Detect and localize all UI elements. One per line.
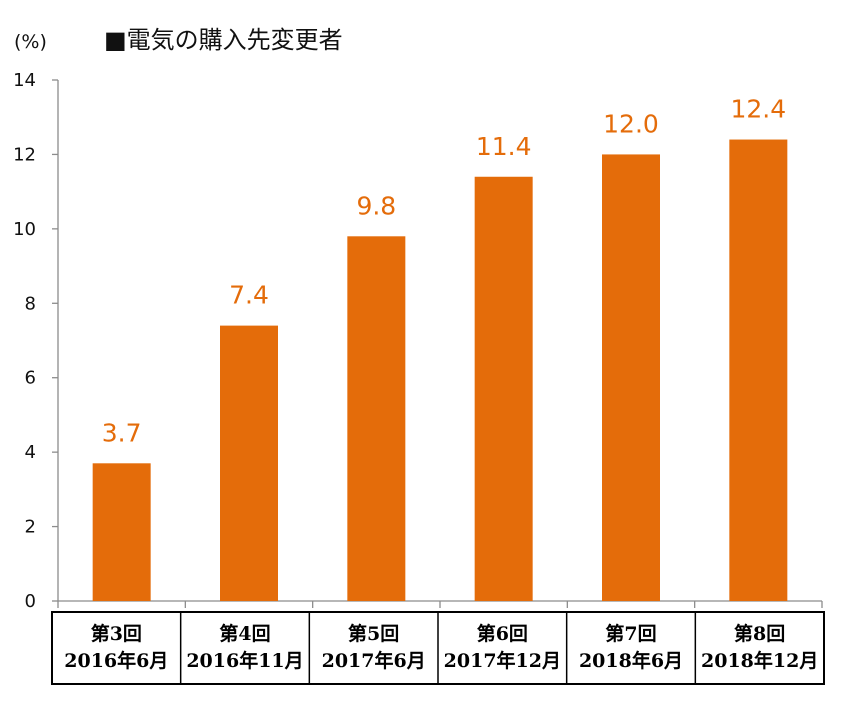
category-label-round: 第6回 [477,622,528,645]
data-label: 9.8 [356,191,396,220]
category-label-date: 2017年6月 [322,649,426,672]
category-table: 第3回 2016年6月 第4回 2016年11月 第5回 2017年6月 第6回 2017年1… [51,611,825,685]
y-tick-label: 6 [25,368,36,389]
y-axis-unit-label: (%) [14,31,47,53]
y-tick-label: 8 [25,293,36,314]
category-label-round: 第3回 [91,622,142,645]
plot-area: 0 2 4 6 8 10 12 14 3.7 7.4 9.8 11.4 12.0 12.4 [13,70,823,612]
category-label-date: 2016年11月 [186,649,303,672]
category-label-round: 第7回 [605,622,656,645]
chart-title: ■電気の購入先変更者 [104,26,343,54]
data-label: 12.4 [730,95,786,124]
data-label: 7.4 [229,281,269,310]
data-label: 12.0 [603,109,659,138]
category-label-round: 第4回 [219,622,270,645]
category-label-date: 2018年6月 [579,649,683,672]
category-label-date: 2018年12月 [701,649,818,672]
bar [602,154,660,601]
category-label-date: 2017年12月 [444,649,561,672]
category-label-round: 第8回 [734,622,785,645]
bar [92,463,151,601]
category-label-date: 2016年6月 [64,649,168,672]
data-label: 3.7 [102,418,142,447]
category-label-round: 第5回 [348,622,399,645]
y-tick-label: 14 [13,70,36,91]
y-tick-label: 12 [13,144,36,165]
y-tick-label: 10 [13,219,36,240]
bar [220,325,278,601]
y-tick-label: 4 [25,442,36,463]
y-tick-label: 0 [25,591,36,612]
data-label: 11.4 [476,132,532,161]
y-tick-label: 2 [25,517,36,538]
bar [474,176,533,601]
bar [729,139,788,602]
bar [347,236,406,602]
